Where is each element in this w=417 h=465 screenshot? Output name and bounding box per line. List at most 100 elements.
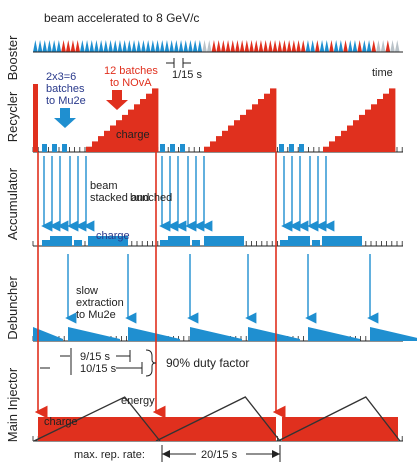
duty-factor-label: 90% duty factor xyxy=(166,356,249,370)
recycler-nova-step xyxy=(240,114,247,152)
batch-period-label: 1/15 s xyxy=(172,69,202,81)
debuncher-extraction-wedge xyxy=(128,327,180,341)
booster-pulse xyxy=(371,40,377,52)
booster-pulse xyxy=(169,40,174,52)
recycler-nova-step xyxy=(252,104,259,152)
booster-pulse xyxy=(56,40,62,52)
recycler-nova-step xyxy=(365,109,372,152)
booster-pulse xyxy=(155,40,160,52)
spill-time-label: 9/15 s xyxy=(80,351,110,363)
accumulator-charge-block xyxy=(322,236,362,246)
mi-charge-block xyxy=(160,417,276,441)
recycler-nova-step xyxy=(359,114,366,152)
booster-pulse xyxy=(291,40,297,52)
mu2e-batches-line1: 2x3=6 xyxy=(46,71,76,83)
booster-pulse xyxy=(329,40,334,52)
booster-pulse xyxy=(352,40,358,52)
debuncher-row xyxy=(32,327,417,342)
booster-pulse xyxy=(263,40,268,52)
recycler-mu2e-batch xyxy=(160,144,165,152)
recycler-nova-step xyxy=(110,125,117,152)
accumulator-charge-block xyxy=(312,240,320,246)
recycler-nova-step xyxy=(246,109,253,152)
recycler-nova-step xyxy=(270,88,277,152)
recycler-nova-step xyxy=(371,104,378,152)
booster-pulse xyxy=(282,40,287,52)
booster-pulse xyxy=(65,40,71,52)
transfer-arrows xyxy=(34,152,379,419)
booster-pulse xyxy=(127,40,132,52)
booster-pulse xyxy=(89,40,95,52)
mi-charge-label: charge xyxy=(44,416,78,428)
accumulator-charge-block xyxy=(50,236,72,246)
booster-row xyxy=(33,40,403,53)
recycler-row xyxy=(32,84,403,153)
batch-period-marker xyxy=(166,58,191,68)
booster-pulse xyxy=(164,40,170,52)
booster-pulse xyxy=(319,40,325,52)
recycler-charge-label: charge xyxy=(116,129,150,141)
booster-pulse xyxy=(258,40,264,52)
booster-pulse xyxy=(394,40,400,52)
main-injector-row xyxy=(32,396,403,442)
recycler-nova-step xyxy=(134,104,141,152)
time-label: time xyxy=(372,67,393,79)
recycler-nova-step xyxy=(353,120,360,152)
booster-pulse xyxy=(202,40,207,52)
booster-pulse xyxy=(108,40,113,52)
recycler-nova-step xyxy=(383,93,390,152)
recycler-nova-step xyxy=(347,125,354,152)
recycler-nova-step xyxy=(228,125,235,152)
booster-pulse xyxy=(145,40,151,52)
energy-label: energy xyxy=(121,395,155,407)
booster-pulse xyxy=(136,40,142,52)
rep-rate-bracket xyxy=(161,445,281,462)
booster-pulse xyxy=(98,40,104,52)
booster-pulse xyxy=(131,40,137,52)
recycler-nova-step xyxy=(210,141,217,152)
stacked-line3: bunched xyxy=(130,192,172,204)
booster-pulse xyxy=(75,40,80,52)
recycler-mu2e-batch xyxy=(42,144,47,152)
booster-pulse xyxy=(206,40,212,52)
recycler-nova-step xyxy=(377,99,384,152)
booster-pulse xyxy=(230,40,236,52)
booster-pulse xyxy=(216,40,221,52)
recycler-mu2e-batch xyxy=(180,144,185,152)
debuncher-extraction-wedge xyxy=(33,327,63,341)
booster-pulse xyxy=(61,40,66,52)
row-label-recycler: Recycler xyxy=(5,91,20,142)
stacked-line2: stacked and xyxy=(90,192,149,204)
recycler-mu2e-batch xyxy=(62,144,67,152)
recycler-mu2e-batch xyxy=(52,144,57,152)
booster-pulse xyxy=(300,40,306,52)
booster-pulse xyxy=(305,40,311,52)
recycler-nova-step xyxy=(140,99,147,152)
accumulator-charge-block xyxy=(168,236,190,246)
booster-pulse xyxy=(272,40,278,52)
recycler-mu2e-batch xyxy=(289,144,294,152)
booster-pulse xyxy=(211,40,217,52)
debuncher-extraction-wedge xyxy=(190,327,242,341)
booster-pulse xyxy=(197,40,203,52)
debuncher-extraction-wedge xyxy=(68,327,120,341)
booster-pulse xyxy=(94,40,99,52)
debuncher-extraction-wedge xyxy=(370,327,417,341)
recycler-nova-step xyxy=(128,109,135,152)
accumulator-charge-label: charge xyxy=(96,230,130,242)
nova-block-arrow-icon xyxy=(106,90,128,110)
booster-pulse xyxy=(159,40,165,52)
booster-pulse xyxy=(33,40,38,52)
recycler-mu2e-batch xyxy=(279,144,284,152)
rep-period-label: 20/15 s xyxy=(201,449,238,461)
booster-pulse xyxy=(347,40,353,52)
booster-pulse xyxy=(362,40,367,52)
accumulator-row xyxy=(32,236,403,247)
booster-pulse xyxy=(103,40,109,52)
accumulator-charge-block xyxy=(42,240,50,246)
debuncher-extraction-wedge xyxy=(308,327,360,341)
accumulator-charge-block xyxy=(192,240,200,246)
recycler-nova-step xyxy=(116,120,123,152)
